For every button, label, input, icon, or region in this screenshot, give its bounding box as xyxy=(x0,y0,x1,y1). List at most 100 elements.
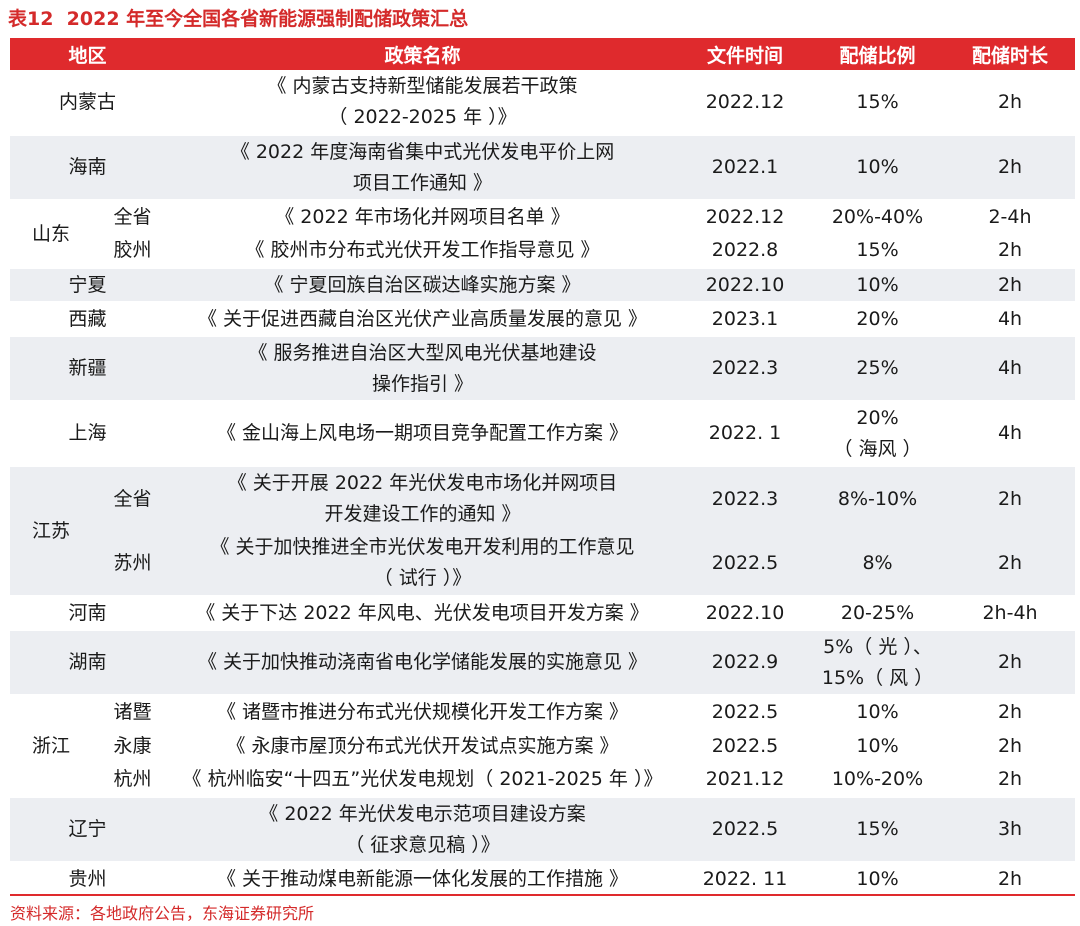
duration-cell: 2h xyxy=(997,90,1023,113)
region-group: 山东 全省 《 2022 年市场化并网项目名单 》 2022.12 20%-40% 2-4… xyxy=(10,200,1076,268)
date-cell: 2022.12 xyxy=(705,90,785,113)
ratio-line: 20% xyxy=(856,406,899,429)
duration-cell: 4h xyxy=(997,422,1023,444)
table-row: 宁夏 《 宁夏回族自治区碳达峰实施方案 》 2022.10 10% 2h xyxy=(10,268,1076,302)
ratio-line: 10% xyxy=(856,867,899,890)
region-cell: 内蒙古 xyxy=(59,90,117,113)
policy-line: 开发建设工作的通知 》 xyxy=(324,503,521,525)
ratio-line: 15%（ 风 ） xyxy=(821,666,934,689)
ratio-cell: 10%-20% xyxy=(810,763,945,797)
ratio-line: （ 海风 ） xyxy=(833,437,922,460)
region-cell: 江苏 xyxy=(10,466,100,596)
ratio-line: 5%（ 光 ）、 xyxy=(823,635,932,658)
policy-line: 《 宁夏回族自治区碳达峰实施方案 》 xyxy=(264,273,581,296)
duration-cell: 2-4h xyxy=(988,206,1032,228)
date-cell: 2021.12 xyxy=(705,768,785,790)
date-cell: 2022.1 xyxy=(680,135,811,200)
policy-line: 《 2022 年光伏发电示范项目建设方案 xyxy=(259,802,586,825)
ratio-line: 15% xyxy=(856,90,899,113)
header-cell: 配储比例 xyxy=(810,38,946,70)
policy-cell: 《 杭州临安“十四五”光伏发电规划（ 2021-2025 年 ）》 xyxy=(165,763,680,797)
footer-rule xyxy=(10,894,1075,896)
table-row: 河南 《 关于下达 2022 年风电、光伏发电项目开发方案 》 2022.10 20-… xyxy=(10,596,1075,630)
table-row: 上海 《 金山海上风电场一期项目竞争配置工作方案 》 2022. 1 20% （ 海风 … xyxy=(10,401,1075,466)
table-row: 胶州 《 胶州市分布式光伏开发工作指导意见 》 2022.8 15% 2h xyxy=(10,234,1075,268)
table-row: 杭州 《 杭州临安“十四五”光伏发电规划（ 2021-2025 年 ）》 2021.… xyxy=(10,763,1075,797)
table-row: 江苏 全省《 关于开展 2022 年光伏发电市场化并网项目 开发建设工作的通知 》 2… xyxy=(10,466,1076,596)
policy-line: 《 服务推进自治区大型风电光伏基地建设 xyxy=(248,341,597,364)
region-group: 海南 《 2022 年度海南省集中式光伏发电平价上网 项目工作通知 》 2022.1 1… xyxy=(10,135,1076,200)
duration-cell: 4h xyxy=(997,307,1023,330)
policy-line: 项目工作通知 》 xyxy=(352,171,493,194)
ratio-cell: 8% xyxy=(810,531,946,596)
ratio-cell: 5%（ 光 ）、 15%（ 风 ） xyxy=(810,630,946,695)
subregion-cell: 永康 xyxy=(113,734,152,757)
table-row: 贵州 《 关于推动煤电新能源一体化发展的工作措施 》 2022. 11 10% 2h xyxy=(10,862,1075,896)
policy-cell: 《 诸暨市推进分布式光伏规模化开发工作方案 》 xyxy=(165,695,680,729)
policy-line: 《 关于加快推动浇南省电化学储能发展的实施意见 》 xyxy=(197,651,648,673)
ratio-cell: 20% xyxy=(810,302,945,336)
date-cell: 2022. 1 xyxy=(708,422,782,444)
ratio-cell: 10% xyxy=(810,729,945,763)
date-cell: 2022.5 xyxy=(680,797,811,862)
policy-cell: 《 永康市屋顶分布式光伏开发试点实施方案 》 xyxy=(165,729,680,763)
ratio-cell: 8%-10% xyxy=(810,466,946,531)
policy-line: 《 2022 年度海南省集中式光伏发电平价上网 xyxy=(230,140,615,163)
policy-line: （ 2022-2025 年 ）》 xyxy=(328,106,517,128)
region-cell: 山东 xyxy=(32,222,71,245)
region-cell: 浙江 xyxy=(32,734,71,757)
header-cell: 地区 xyxy=(10,38,166,70)
date-cell: 2022.3 xyxy=(680,336,811,401)
date-cell: 2022.5 xyxy=(711,701,779,723)
ratio-line: 15% xyxy=(856,818,899,840)
ratio-line: 10% xyxy=(856,273,899,296)
duration-cell: 2h xyxy=(997,768,1023,790)
region-group: 湖南《 关于加快推动浇南省电化学储能发展的实施意见 》 2022.9 5%（ 光 ）… xyxy=(10,630,1076,695)
policy-line: 《 关于促进西藏自治区光伏产业高质量发展的意见 》 xyxy=(197,307,648,330)
policy-cell: 《 关于推动煤电新能源一体化发展的工作措施 》 xyxy=(165,862,680,896)
duration-cell: 2h-4h xyxy=(982,601,1038,624)
policy-cell: 《 2022 年市场化并网项目名单 》 xyxy=(165,200,680,234)
policy-cell: 《 胶州市分布式光伏开发工作指导意见 》 xyxy=(165,234,680,268)
table-row: 海南 《 2022 年度海南省集中式光伏发电平价上网 项目工作通知 》 2022.1 1… xyxy=(10,135,1076,200)
policy-line: 《 内蒙古支持新型储能发展若干政策 xyxy=(267,75,578,97)
region-cell: 上海 xyxy=(68,422,107,444)
ratio-cell: 20% （ 海风 ） xyxy=(810,401,945,466)
policy-cell: 《 金山海上风电场一期项目竞争配置工作方案 》 xyxy=(165,401,680,466)
policy-line: 《 杭州临安“十四五”光伏发电规划（ 2021-2025 年 ）》 xyxy=(182,768,663,790)
region-group: 西藏 《 关于促进西藏自治区光伏产业高质量发展的意见 》 2023.1 20% 4h xyxy=(10,302,1076,336)
header-row: 地区 政策名称 文件时间 配储比例 配储时长 xyxy=(10,38,1076,70)
duration-cell: 2h xyxy=(997,239,1023,261)
region-group: 宁夏 《 宁夏回族自治区碳达峰实施方案 》 2022.10 10% 2h xyxy=(10,268,1076,302)
region-cell: 湖南 xyxy=(10,630,166,695)
policy-cell: 《 宁夏回族自治区碳达峰实施方案 》 xyxy=(165,268,681,302)
ratio-cell: 10% xyxy=(810,862,945,896)
policy-cell: 《 内蒙古支持新型储能发展若干政策 （ 2022-2025 年 ）》 xyxy=(165,70,680,135)
policy-line: 《 永康市屋顶分布式光伏开发试点实施方案 》 xyxy=(226,734,619,757)
ratio-line: 10% xyxy=(856,156,899,178)
region-cell: 宁夏 xyxy=(10,268,166,302)
header-cell: 政策名称 xyxy=(165,38,681,70)
policy-cell: 《 关于开展 2022 年光伏发电市场化并网项目 开发建设工作的通知 》 xyxy=(165,466,681,531)
table-title: 表12 2022 年至今全国各省新能源强制配储政策汇总 xyxy=(8,8,469,30)
ratio-cell: 15% xyxy=(810,797,946,862)
duration-cell: 4h xyxy=(945,336,1076,401)
policy-line: 《 金山海上风电场一期项目竞争配置工作方案 》 xyxy=(216,422,629,444)
policy-cell: 《 关于下达 2022 年风电、光伏发电项目开发方案 》 xyxy=(165,596,680,630)
date-cell: 2022.3 xyxy=(680,466,811,531)
policy-line: 《 胶州市分布式光伏开发工作指导意见 》 xyxy=(245,239,600,261)
policy-line: （ 试行 ）》 xyxy=(373,567,472,589)
duration-cell: 2h xyxy=(997,701,1023,723)
header-cell: 配储时长 xyxy=(945,38,1076,70)
ratio-line: 25% xyxy=(856,357,899,379)
region-cell: 海南 xyxy=(10,135,166,200)
ratio-line: 20%-40% xyxy=(831,206,924,228)
ratio-cell: 20%-40% xyxy=(810,200,945,234)
subregion-cell: 全省 xyxy=(100,466,166,531)
policy-line: 《 关于开展 2022 年光伏发电市场化并网项目 xyxy=(227,472,618,494)
date-cell: 2023.1 xyxy=(711,307,779,330)
policy-line: 《 关于下达 2022 年风电、光伏发电项目开发方案 》 xyxy=(196,601,649,624)
region-cell: 西藏 xyxy=(68,307,107,330)
policy-cell: 《 关于促进西藏自治区光伏产业高质量发展的意见 》 xyxy=(165,302,680,336)
table-row: 辽宁 《 2022 年光伏发电示范项目建设方案 （ 征求意见稿 ）》 2022.5 15… xyxy=(10,797,1076,862)
